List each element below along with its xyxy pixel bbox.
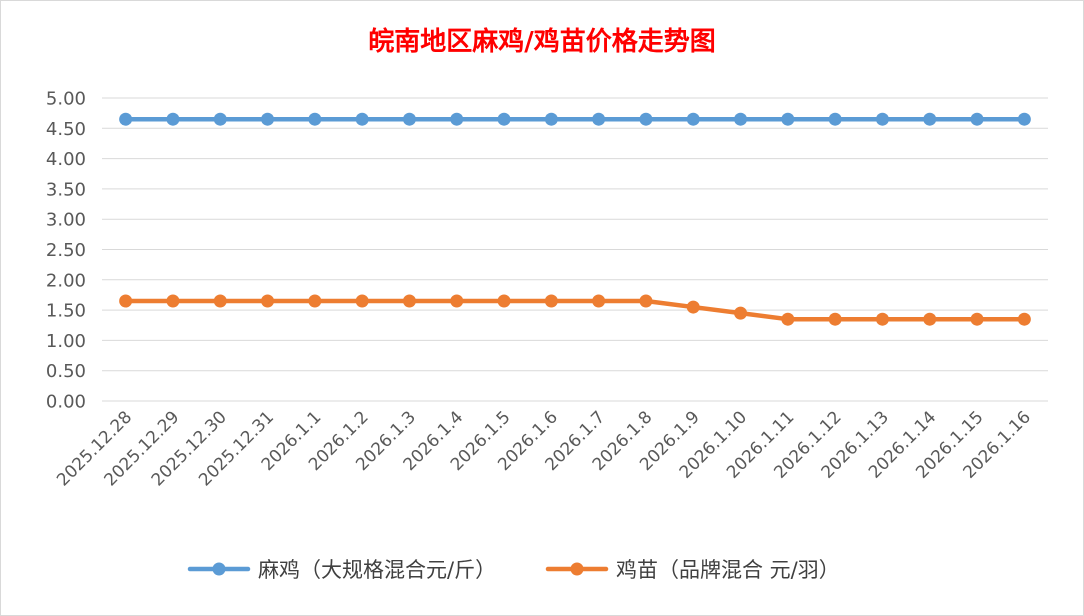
series-layer xyxy=(119,112,1031,326)
data-point xyxy=(781,312,795,326)
data-point xyxy=(970,112,984,126)
data-point xyxy=(923,312,937,326)
data-point xyxy=(402,112,416,126)
legend-label: 鸡苗（品牌混合 元/羽） xyxy=(616,558,840,582)
data-point xyxy=(166,294,180,308)
data-point xyxy=(639,112,653,126)
data-point xyxy=(261,294,275,308)
y-tick-label: 4.00 xyxy=(46,149,86,170)
y-tick-label: 2.50 xyxy=(46,240,86,261)
data-point xyxy=(119,112,133,126)
data-point xyxy=(828,112,842,126)
data-point xyxy=(828,312,842,326)
data-point xyxy=(166,112,180,126)
data-point xyxy=(686,300,700,314)
data-point xyxy=(734,306,748,320)
y-tick-label: 0.00 xyxy=(46,392,86,413)
data-point xyxy=(213,294,227,308)
data-point xyxy=(355,112,369,126)
data-point xyxy=(261,112,275,126)
data-point xyxy=(450,294,464,308)
data-point xyxy=(355,294,369,308)
legend-label: 麻鸡（大规格混合元/斤） xyxy=(258,558,496,582)
data-point xyxy=(923,112,937,126)
data-point xyxy=(734,112,748,126)
y-tick-label: 3.00 xyxy=(46,210,86,231)
data-point xyxy=(308,112,322,126)
data-point xyxy=(1017,312,1031,326)
y-tick-label: 1.00 xyxy=(46,331,86,352)
legend-marker xyxy=(570,562,584,576)
y-tick-label: 5.00 xyxy=(46,89,86,110)
chart-title: 皖南地区麻鸡/鸡苗价格走势图 xyxy=(368,26,716,57)
legend: 麻鸡（大规格混合元/斤） 鸡苗（品牌混合 元/羽） xyxy=(187,558,840,582)
data-point xyxy=(402,294,416,308)
data-point xyxy=(592,294,606,308)
data-point xyxy=(119,294,133,308)
y-tick-label: 0.50 xyxy=(46,361,86,382)
legend-item-2: 鸡苗（品牌混合 元/羽） xyxy=(545,558,840,582)
gridlines xyxy=(102,97,1048,402)
data-point xyxy=(544,294,558,308)
data-point xyxy=(213,112,227,126)
series-2 xyxy=(119,294,1031,326)
data-point xyxy=(875,112,889,126)
data-point xyxy=(781,112,795,126)
y-tick-label: 2.00 xyxy=(46,270,86,291)
data-point xyxy=(686,112,700,126)
data-point xyxy=(450,112,464,126)
y-tick-label: 3.50 xyxy=(46,179,86,200)
data-point xyxy=(875,312,889,326)
data-point xyxy=(592,112,606,126)
y-tick-label: 1.50 xyxy=(46,301,86,322)
data-point xyxy=(544,112,558,126)
series-1 xyxy=(119,112,1031,126)
data-point xyxy=(497,294,511,308)
data-point xyxy=(639,294,653,308)
legend-item-1: 麻鸡（大规格混合元/斤） xyxy=(187,558,496,582)
legend-marker xyxy=(212,562,226,576)
data-point xyxy=(970,312,984,326)
data-point xyxy=(308,294,322,308)
series-line xyxy=(123,298,1027,322)
y-tick-label: 4.50 xyxy=(46,119,86,140)
y-axis-ticks: 0.00 0.50 1.00 1.50 2.00 2.50 3.00 3.50 4.00 4.50… xyxy=(46,89,86,413)
data-point xyxy=(1017,112,1031,126)
data-point xyxy=(497,112,511,126)
